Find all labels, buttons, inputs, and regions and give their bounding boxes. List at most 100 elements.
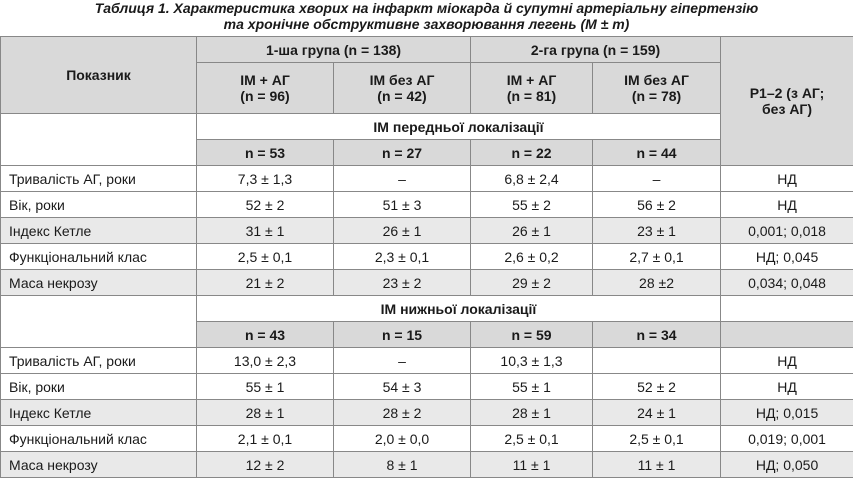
p-value-cell: НД: [720, 347, 853, 374]
value-cell: 23 ± 2: [332, 269, 472, 296]
value-cell: 55 ± 1: [470, 373, 594, 400]
value-cell: 52 ± 2: [196, 191, 334, 218]
value-cell: 2,5 ± 0,1: [196, 243, 334, 270]
value-cell: 26 ± 1: [332, 217, 472, 244]
indicator-header: Показник: [0, 36, 197, 114]
value-cell: 55 ± 2: [470, 191, 594, 218]
value-cell: 7,3 ± 1,3: [196, 165, 334, 192]
p-value-header-line-1: P1–2 (з АГ;: [749, 85, 825, 101]
p-value-cell: НД: [720, 373, 853, 400]
table-row: Функціональний клас 2,5 ± 0,1 2,3 ± 0,1 …: [0, 243, 853, 270]
value-cell: 31 ± 1: [196, 217, 334, 244]
value-cell: 10,3 ± 1,3: [470, 347, 594, 374]
group1-header: 1-ша група (n = 138): [195, 36, 472, 63]
value-cell: 23 ± 1: [592, 217, 722, 244]
n-count: n = 34: [592, 321, 722, 348]
n-count: n = 59: [470, 321, 594, 348]
empty-cell: [0, 295, 197, 348]
value-cell: –: [332, 165, 472, 192]
subgroup-header: ІМ + АГ (n = 96): [196, 62, 334, 114]
row-label: Маса некрозу: [0, 269, 197, 296]
n-count: n = 43: [196, 321, 334, 348]
n-count: n = 53: [196, 139, 334, 166]
subgroup-header-line-2: (n = 96): [240, 88, 290, 104]
value-cell: 56 ± 2: [592, 191, 722, 218]
n-count: n = 15: [332, 321, 472, 348]
subgroup-header: ІМ без АГ (n = 42): [332, 62, 472, 114]
value-cell: 26 ± 1: [470, 217, 594, 244]
value-cell: 11 ± 1: [470, 451, 594, 478]
value-cell: 51 ± 3: [332, 191, 472, 218]
row-label: Вік, роки: [0, 373, 197, 400]
p-value-cell: 0,034; 0,048: [720, 269, 853, 296]
row-label: Тривалість АГ, роки: [0, 165, 197, 192]
value-cell: 11 ± 1: [592, 451, 722, 478]
value-cell: 2,5 ± 0,1: [592, 425, 722, 452]
value-cell: 12 ± 2: [196, 451, 334, 478]
caption-line-2: та хронічне обструктивне захворювання ле…: [223, 16, 630, 32]
value-cell: 2,7 ± 0,1: [592, 243, 722, 270]
row-label: Індекс Кетле: [0, 217, 197, 244]
row-label: Тривалість АГ, роки: [0, 347, 197, 374]
empty-cell: [720, 295, 853, 322]
value-cell: [592, 347, 722, 374]
value-cell: 28 ± 2: [332, 399, 472, 426]
n-count: n = 27: [332, 139, 472, 166]
group2-header: 2-га група (n = 159): [470, 36, 722, 63]
subgroup-header: ІМ + АГ (n = 81): [470, 62, 594, 114]
table-row: Маса некрозу 12 ± 2 8 ± 1 11 ± 1 11 ± 1 …: [0, 451, 853, 478]
n-count: n = 22: [470, 139, 594, 166]
value-cell: 55 ± 1: [196, 373, 334, 400]
p-value-cell: 0,001; 0,018: [720, 217, 853, 244]
subgroup-header-line-2: (n = 81): [506, 88, 557, 104]
section-title: ІМ передньої локалізації: [195, 113, 722, 140]
row-label: Маса некрозу: [0, 451, 197, 478]
p-value-cell: НД: [720, 191, 853, 218]
table-row: Індекс Кетле 28 ± 1 28 ± 2 28 ± 1 24 ± 1…: [0, 399, 853, 426]
row-label: Функціональний клас: [0, 243, 197, 270]
value-cell: 21 ± 2: [196, 269, 334, 296]
table-row: Тривалість АГ, роки 7,3 ± 1,3 – 6,8 ± 2,…: [0, 165, 853, 192]
subgroup-header-line-1: ІМ без АГ: [369, 72, 435, 88]
p-value-cell: 0,019; 0,001: [720, 425, 853, 452]
empty-cell: [0, 113, 197, 166]
value-cell: 54 ± 3: [332, 373, 472, 400]
row-label: Функціональний клас: [0, 425, 197, 452]
table-caption: Таблиця 1. Характеристика хворих на інфа…: [0, 0, 853, 36]
subgroup-header-line-2: (n = 42): [377, 88, 427, 104]
table-row: Тривалість АГ, роки 13,0 ± 2,3 – 10,3 ± …: [0, 347, 853, 374]
value-cell: 28 ± 1: [470, 399, 594, 426]
value-cell: –: [592, 165, 722, 192]
section-title-row: ІМ нижньої локалізації: [0, 295, 853, 348]
value-cell: 29 ± 2: [470, 269, 594, 296]
n-count: n = 44: [592, 139, 722, 166]
row-label: Індекс Кетле: [0, 399, 197, 426]
table-row: Функціональний клас 2,1 ± 0,1 2,0 ± 0,0 …: [0, 425, 853, 452]
p-value-cell: НД: [720, 165, 853, 192]
value-cell: 52 ± 2: [592, 373, 722, 400]
caption-line-1: Таблиця 1. Характеристика хворих на інфа…: [94, 0, 759, 16]
value-cell: 2,3 ± 0,1: [332, 243, 472, 270]
p-value-cell: НД; 0,050: [720, 451, 853, 478]
empty-cell: [720, 321, 853, 348]
value-cell: 13,0 ± 2,3: [196, 347, 334, 374]
p-value-cell: НД; 0,045: [720, 243, 853, 270]
table-row: Індекс Кетле 31 ± 1 26 ± 1 26 ± 1 23 ± 1…: [0, 217, 853, 244]
value-cell: 28 ± 1: [196, 399, 334, 426]
subgroup-header: ІМ без АГ (n = 78): [592, 62, 722, 114]
section-title: ІМ нижньої локалізації: [195, 295, 722, 322]
table-row: Маса некрозу 21 ± 2 23 ± 2 29 ± 2 28 ±2 …: [0, 269, 853, 296]
subgroup-header-line-1: ІМ + АГ: [240, 72, 290, 88]
header-row-groups: Показник 1-ша група (n = 138) 2-га група…: [0, 36, 853, 166]
row-label: Вік, роки: [0, 191, 197, 218]
p-value-cell: НД; 0,015: [720, 399, 853, 426]
header-row-subgroups: ІМ + АГ (n = 96) ІМ без АГ (n = 42) ІМ +…: [0, 62, 853, 114]
value-cell: 28 ±2: [592, 269, 722, 296]
value-cell: 6,8 ± 2,4: [470, 165, 594, 192]
p-value-header: P1–2 (з АГ; без АГ): [720, 36, 853, 166]
subgroup-header-line-2: (n = 78): [631, 88, 682, 104]
p-value-header-line-2: без АГ): [762, 101, 813, 117]
value-cell: 2,0 ± 0,0: [332, 425, 472, 452]
value-cell: 2,6 ± 0,2: [470, 243, 594, 270]
value-cell: –: [332, 347, 472, 374]
